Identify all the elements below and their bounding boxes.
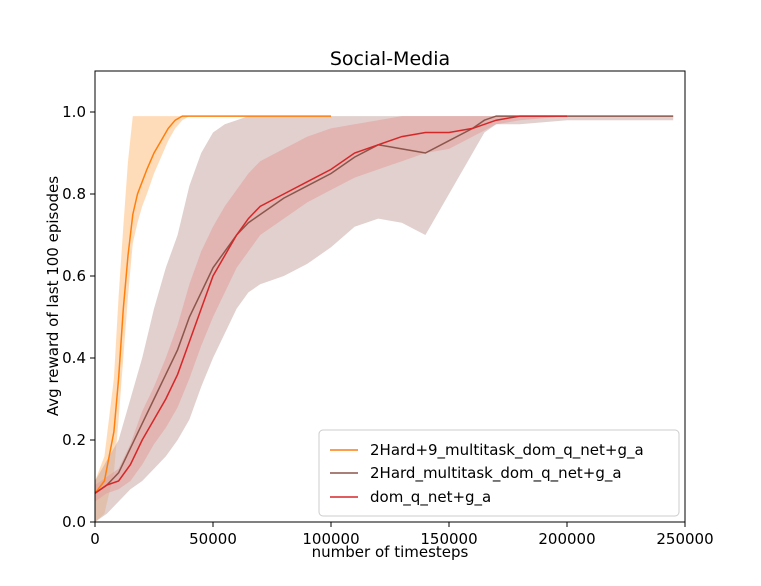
legend: 2Hard+9_multitask_dom_q_net+g_a 2Hard_mu…	[318, 429, 680, 517]
x-tick-label: 200000	[538, 530, 595, 548]
y-tick-label: 1.0	[62, 103, 86, 121]
x-axis-ticks: 0 50000 100000 150000 200000 250000	[90, 522, 714, 548]
series-lines	[94, 115, 674, 494]
x-tick-label: 100000	[302, 530, 359, 548]
plot-frame	[94, 70, 686, 523]
legend-frame	[318, 429, 680, 517]
series-band-2	[95, 116, 567, 502]
legend-label-0: 2Hard+9_multitask_dom_q_net+g_a	[370, 441, 644, 460]
legend-label-2: dom_q_net+g_a	[370, 488, 491, 507]
y-tick-label: 0.2	[62, 431, 86, 449]
series-line-2	[94, 115, 567, 494]
series-line-0	[94, 115, 331, 494]
legend-label-1: 2Hard_multitask_dom_q_net+g_a	[370, 464, 622, 483]
x-tick-label: 250000	[656, 530, 713, 548]
y-axis-label: Avg reward of last 100 episodes	[44, 176, 62, 416]
x-tick-label: 150000	[420, 530, 477, 548]
y-tick-label: 0.0	[62, 513, 86, 531]
y-tick-label: 0.4	[62, 349, 86, 367]
x-tick-label: 50000	[189, 530, 237, 548]
y-tick-label: 0.6	[62, 267, 86, 285]
y-tick-label: 0.8	[62, 185, 86, 203]
x-tick-label: 0	[90, 530, 100, 548]
x-axis-label: number of timesteps	[312, 543, 469, 561]
chart-title: Social-Media	[330, 48, 450, 70]
y-axis-ticks: 0.0 0.2 0.4 0.6 0.8 1.0	[62, 103, 95, 531]
series-line-1	[94, 115, 674, 494]
confidence-bands	[95, 116, 674, 522]
